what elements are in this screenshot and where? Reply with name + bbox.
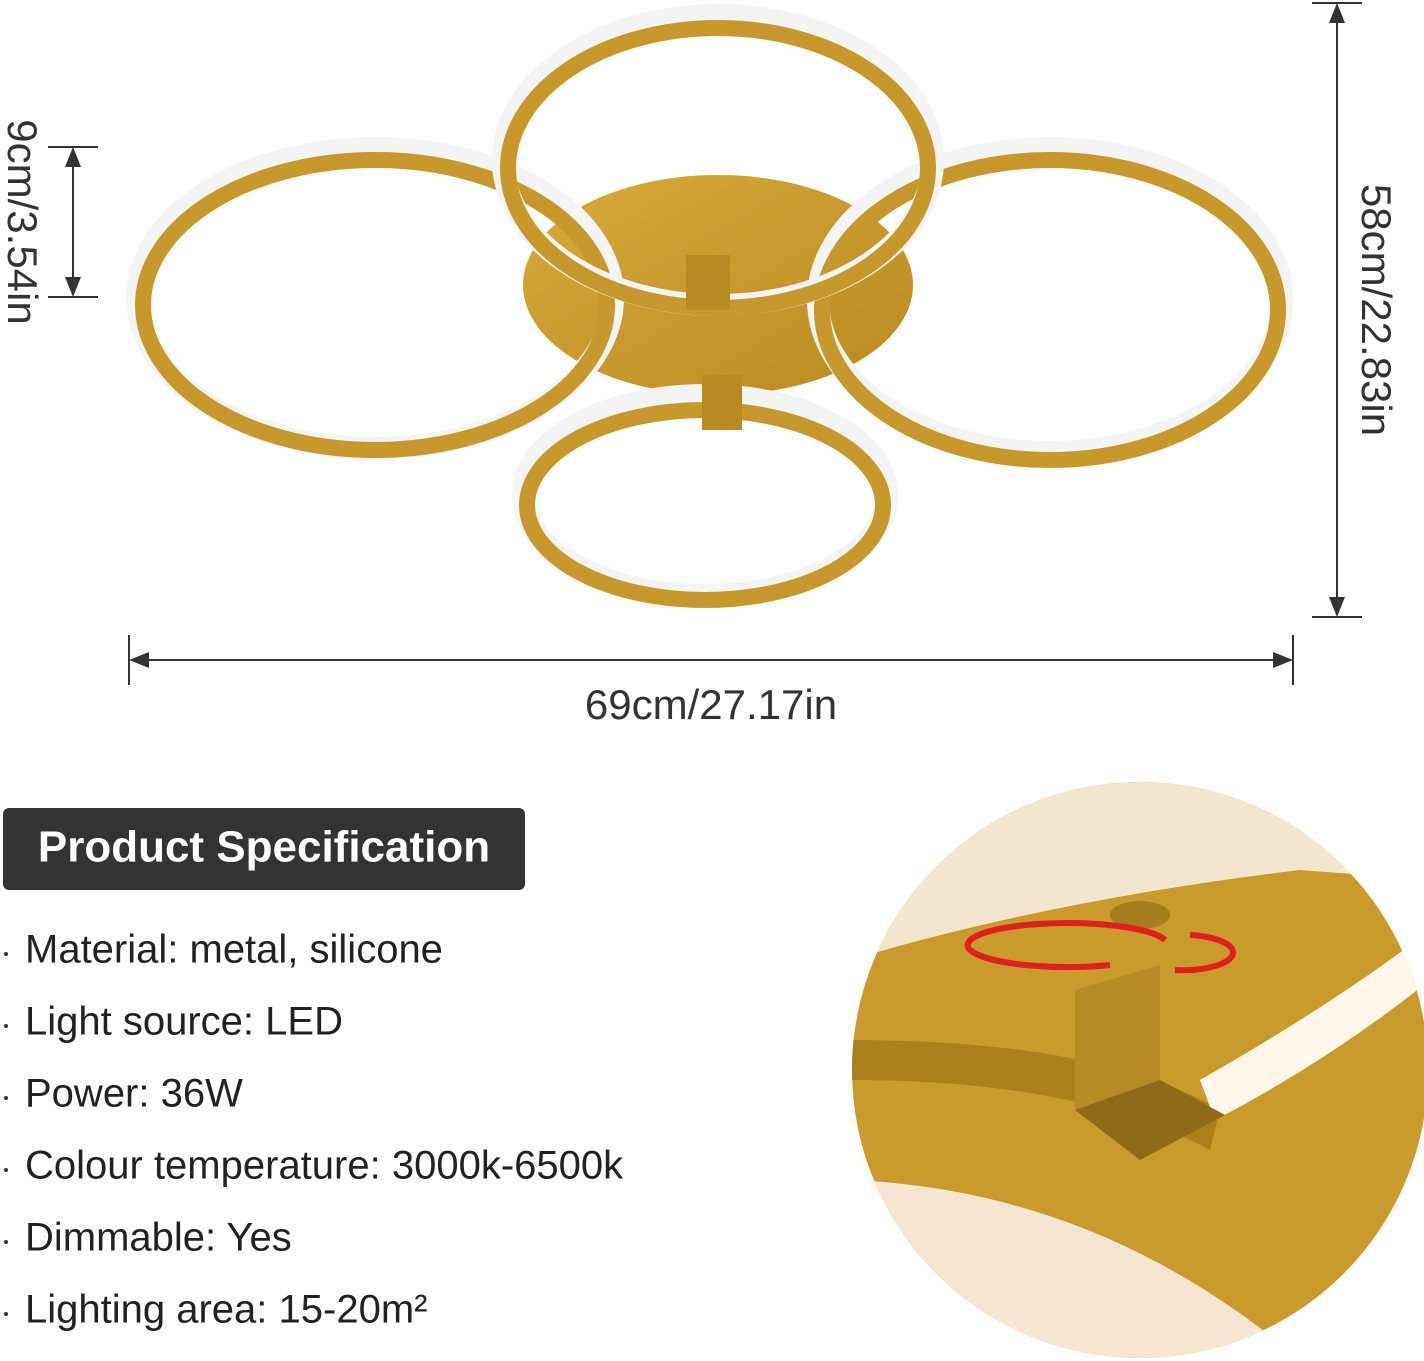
- detail-image: [852, 782, 1424, 1358]
- spec-item: Power: 36W: [25, 1072, 243, 1116]
- bullet: [4, 1096, 8, 1100]
- spec-list: Material: metal, silicone Light source: L…: [4, 928, 624, 1332]
- spec-title: Product Specification: [38, 823, 490, 872]
- spec-item: Lighting area: 15-20m²: [25, 1288, 427, 1332]
- dimension-lines: [48, 2, 1362, 685]
- spec-title-box: [3, 808, 525, 890]
- spec-item: Light source: LED: [25, 1000, 343, 1044]
- spec-item: Dimmable: Yes: [25, 1216, 292, 1260]
- bullet: [4, 952, 8, 956]
- bullet: [4, 1024, 8, 1028]
- bullet: [4, 1312, 8, 1316]
- spec-item: Material: metal, silicone: [25, 928, 443, 972]
- height-label: 9cm/3.54in: [0, 119, 46, 324]
- spec-item: Colour temperature: 3000k-6500k: [25, 1144, 624, 1188]
- width-label: 69cm/27.17in: [585, 681, 837, 728]
- bullet: [4, 1240, 8, 1244]
- depth-label: 58cm/22.83in: [1353, 184, 1400, 436]
- bullet: [4, 1168, 8, 1172]
- lamp-illustration: [126, 4, 1293, 608]
